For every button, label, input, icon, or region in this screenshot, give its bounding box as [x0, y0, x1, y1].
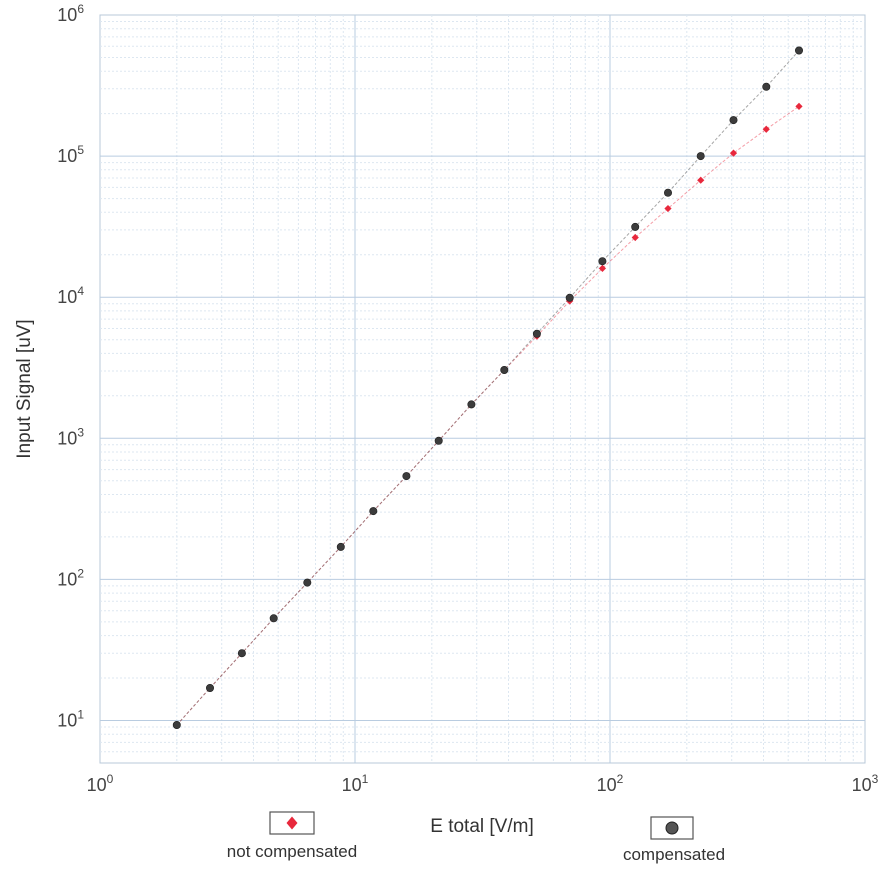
grid: [100, 15, 865, 763]
series-line-not-compensated: [176, 105, 800, 726]
legend-item-not-compensated: not compensated: [227, 811, 357, 861]
point-compensated: [434, 436, 443, 445]
point-compensated: [303, 578, 312, 587]
point-compensated: [269, 614, 278, 623]
point-compensated: [336, 542, 345, 551]
series-line-compensated: [176, 50, 800, 726]
point-not-compensated: [664, 204, 672, 213]
point-not-compensated: [729, 149, 738, 157]
point-not-compensated: [631, 233, 639, 242]
y-tick-label: 102: [57, 566, 84, 589]
y-tick-label: 105: [57, 143, 84, 166]
y-tick-label: 106: [57, 2, 84, 25]
x-tick-label: 100: [87, 772, 114, 795]
y-tick-label: 104: [57, 284, 84, 307]
x-axis-title: E total [V/m]: [430, 816, 533, 837]
legend-diamond-marker: [286, 816, 298, 830]
point-compensated: [565, 293, 574, 302]
legend-item-compensated: compensated: [623, 816, 725, 864]
x-tick-label: 103: [852, 772, 879, 795]
plot-area: [99, 14, 866, 764]
point-not-compensated: [598, 264, 607, 273]
point-not-compensated: [762, 125, 770, 133]
data-points: [172, 46, 803, 729]
point-not-compensated: [697, 176, 705, 184]
legend: not compensated compensated: [227, 811, 725, 864]
y-axis-title: Input Signal [uV]: [14, 319, 35, 458]
y-tick-label: 101: [57, 708, 84, 731]
point-compensated: [467, 400, 476, 409]
y-tick-label: 103: [57, 425, 84, 448]
point-compensated: [237, 649, 246, 658]
point-compensated: [762, 82, 771, 91]
point-compensated: [598, 257, 607, 266]
point-not-compensated: [795, 102, 803, 111]
x-tick-label: 101: [342, 772, 369, 795]
point-compensated: [532, 329, 541, 338]
legend-label-not-compensated: not compensated: [227, 842, 357, 861]
point-compensated: [500, 365, 509, 374]
point-compensated: [696, 152, 705, 161]
point-compensated: [206, 683, 215, 692]
legend-circle-marker: [665, 821, 679, 835]
point-compensated: [663, 188, 672, 197]
point-compensated: [631, 222, 640, 231]
fit-lines: [176, 50, 800, 726]
point-compensated: [402, 472, 411, 481]
point-compensated: [172, 720, 181, 729]
point-compensated: [794, 46, 803, 55]
point-compensated: [729, 116, 738, 125]
y-tick-labels: 101 102 103 104 105 106: [57, 2, 84, 731]
x-tick-label: 102: [597, 772, 624, 795]
point-compensated: [369, 507, 378, 516]
legend-label-compensated: compensated: [623, 845, 725, 864]
x-tick-labels: 100 101 102 103: [87, 772, 879, 795]
